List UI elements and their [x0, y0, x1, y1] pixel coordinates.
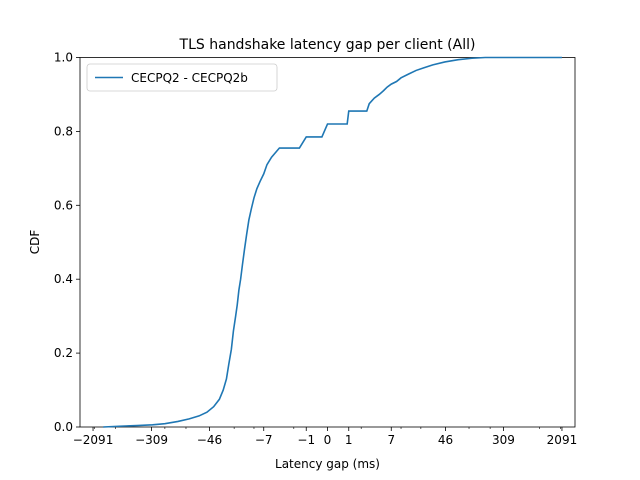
chart-title: TLS handshake latency gap per client (Al…: [179, 37, 476, 53]
x-tick-label: −2091: [73, 433, 114, 447]
x-tick-label: 46: [438, 433, 453, 447]
x-tick-label: −7: [255, 433, 273, 447]
plot-area: [79, 57, 576, 428]
x-tick-label: 0: [324, 433, 332, 447]
cdf-line: [103, 56, 562, 428]
y-axis: 0.0 0.2 0.4 0.6 0.8 1.0: [54, 51, 80, 434]
series-layer: [103, 56, 562, 428]
y-tick-label: 0.6: [54, 198, 73, 212]
x-tick-label: −46: [197, 433, 222, 447]
legend-box: [86, 63, 278, 92]
x-axis: −2091 −309 −46 −7 −1 0 1 7 46 309 2091: [73, 427, 577, 447]
x-tick-label: −309: [135, 433, 168, 447]
y-tick-label: 1.0: [54, 51, 73, 65]
y-tick-label: 0.0: [54, 420, 73, 434]
x-tick-label: 2091: [547, 433, 578, 447]
y-axis-label: CDF: [28, 230, 42, 255]
x-tick-label: 7: [387, 433, 395, 447]
legend-entry-label: CECPQ2 - CECPQ2b: [131, 71, 248, 85]
y-tick-label: 0.4: [54, 272, 73, 286]
x-tick-label: 309: [492, 433, 515, 447]
x-axis-label: Latency gap (ms): [275, 457, 380, 471]
x-tick-label: 1: [345, 433, 353, 447]
legend: CECPQ2 - CECPQ2b: [86, 63, 278, 92]
x-tick-label: −1: [297, 433, 315, 447]
y-tick-label: 0.2: [54, 346, 73, 360]
y-tick-label: 0.8: [54, 124, 73, 138]
